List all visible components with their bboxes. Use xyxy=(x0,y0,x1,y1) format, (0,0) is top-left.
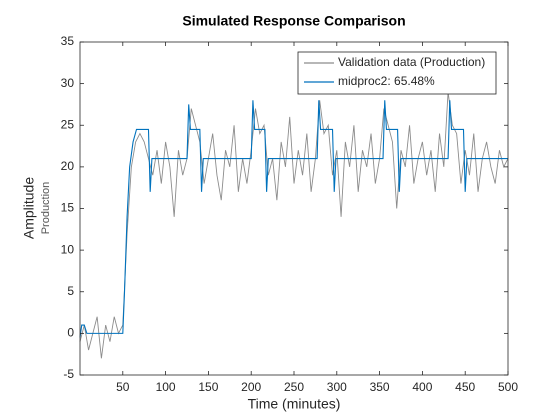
y-tick-label: 35 xyxy=(61,34,75,48)
x-tick-label: 200 xyxy=(241,380,261,394)
x-tick-label: 100 xyxy=(156,380,176,394)
legend-box xyxy=(297,51,497,95)
y-tick-label: 15 xyxy=(61,201,75,215)
x-tick-label: 300 xyxy=(327,380,347,394)
x-tick-label: 50 xyxy=(116,380,130,394)
y-tick-label: -5 xyxy=(63,367,74,381)
y-tick-label: 20 xyxy=(61,159,75,173)
x-axis-label: Time (minutes) xyxy=(248,396,341,412)
x-tick-label: 400 xyxy=(412,380,432,394)
y-tick-label: 25 xyxy=(61,117,75,131)
x-tick-label: 450 xyxy=(455,380,475,394)
y-tick-label: 0 xyxy=(67,326,74,340)
series-line xyxy=(79,100,508,338)
y-tick-label: 30 xyxy=(61,76,75,90)
y-tick-label: 10 xyxy=(61,242,75,256)
y-tick-label: 5 xyxy=(67,284,74,298)
x-tick-label: 500 xyxy=(498,380,518,394)
y-axis-sublabel: Production xyxy=(40,182,52,235)
x-tick-label: 250 xyxy=(284,380,304,394)
x-tick-label: 350 xyxy=(370,380,390,394)
chart-title: Simulated Response Comparison xyxy=(182,13,405,29)
legend-label: midproc2: 65.48% xyxy=(338,74,435,88)
y-axis-label: Amplitude xyxy=(21,177,37,239)
x-tick-label: 150 xyxy=(198,380,218,394)
legend-label: Validation data (Production) xyxy=(338,55,485,69)
